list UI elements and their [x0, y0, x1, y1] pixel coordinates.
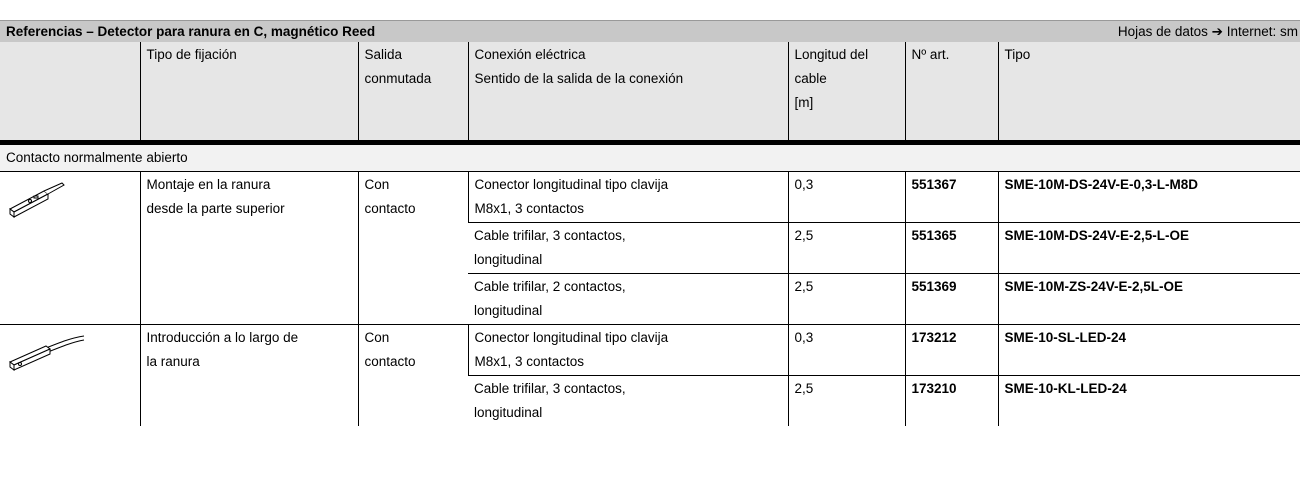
- text-line: [m]: [794, 95, 814, 110]
- type-cell: SME-10M-ZS-24V-E-2,5L-OE: [997, 273, 1300, 325]
- text-line: Con: [364, 330, 390, 345]
- connection-cell: Conector longitudinal tipo clavija M8x1, …: [467, 324, 788, 376]
- text-line: desde la parte superior: [146, 201, 285, 216]
- part-no-cell: 173210: [904, 375, 998, 426]
- part-no-cell: 551367: [904, 171, 998, 223]
- length-cell: 0,3: [787, 171, 905, 223]
- type-cell: SME-10M-DS-24V-E-2,5-L-OE: [997, 222, 1300, 274]
- part-no-cell: 551369: [904, 273, 998, 325]
- header-cell: Longitud del cable [m]: [787, 42, 905, 145]
- title-bar: Referencias – Detector para ranura en C,…: [0, 20, 1300, 42]
- order-table: Tipo de fijación Salida conmutada Conexión …: [0, 42, 1300, 426]
- order-table-block: Referencias – Detector para ranura en C,…: [0, 20, 1300, 426]
- text-line: Cable trifilar, 3 contactos,: [474, 381, 626, 396]
- part-no-cell: 551365: [904, 222, 998, 274]
- type-cell: SME-10-SL-LED-24: [997, 324, 1300, 376]
- header-row: Tipo de fijación Salida conmutada Conexión …: [0, 42, 1300, 145]
- header-cell: Tipo de fijación: [139, 42, 358, 145]
- text-line: Sentido de la salida de la conexión: [474, 71, 684, 86]
- text-line: longitudinal: [474, 405, 543, 420]
- output-cell: Con contacto: [357, 171, 468, 325]
- data-row: Cable trifilar, 3 contactos, longitudinal…: [0, 375, 1300, 426]
- datasheet-link: Hojas de datos ➔ Internet: sm: [1117, 23, 1298, 39]
- header-cell: Nº art.: [904, 42, 998, 145]
- image-cell: [0, 171, 140, 325]
- text-line: Longitud del: [794, 47, 869, 62]
- text-line: Montaje en la ranura: [146, 177, 271, 192]
- connection-cell: Cable trifilar, 2 contactos, longitudinal: [468, 273, 788, 325]
- text-line: Con: [364, 177, 390, 192]
- text-line: Conexión eléctrica: [474, 47, 586, 62]
- header-cell: Salida conmutada: [357, 42, 468, 145]
- text-line: M8x1, 3 contactos: [474, 354, 585, 369]
- output-cell: Con contacto: [357, 324, 468, 426]
- mounting-cell: Montaje en la ranura desde la parte super…: [139, 171, 358, 325]
- length-cell: 0,3: [787, 324, 905, 376]
- connection-cell: Cable trifilar, 3 contactos, longitudinal: [468, 222, 788, 274]
- text-line: Tipo: [1004, 47, 1031, 62]
- section-row: Contacto normalmente abierto: [0, 142, 1300, 172]
- text-line: M8x1, 3 contactos: [474, 201, 585, 216]
- text-line: Tipo de fijación: [146, 47, 237, 62]
- data-row: Montaje en la ranura desde la parte super…: [0, 171, 1300, 325]
- length-cell: 2,5: [787, 375, 905, 426]
- text-line: Cable trifilar, 2 contactos,: [474, 279, 626, 294]
- sensor-icon: [9, 182, 65, 218]
- section-cell: Contacto normalmente abierto: [0, 142, 1300, 172]
- part-no-cell: 173212: [904, 324, 998, 376]
- image-cell: [0, 324, 140, 426]
- length-cell: 2,5: [787, 273, 905, 325]
- length-cell: 2,5: [787, 222, 905, 274]
- connection-cell: Conector longitudinal tipo clavija M8x1, …: [467, 171, 788, 223]
- header-cell: Conexión eléctrica Sentido de la salida d…: [467, 42, 788, 145]
- sensor-icon: [9, 335, 85, 371]
- data-row: Cable trifilar, 3 contactos, longitudinal…: [0, 222, 1300, 274]
- mounting-cell: Introducción a lo largo de la ranura: [139, 324, 358, 426]
- text-line: Introducción a lo largo de: [146, 330, 299, 345]
- title: Referencias – Detector para ranura en C,…: [6, 24, 376, 39]
- type-cell: SME-10M-DS-24V-E-0,3-L-M8D: [997, 171, 1300, 223]
- text-line: Conector longitudinal tipo clavija: [474, 177, 669, 192]
- text-line: longitudinal: [474, 252, 543, 267]
- text-line: Salida: [364, 47, 403, 62]
- connection-cell: Cable trifilar, 3 contactos, longitudinal: [468, 375, 788, 426]
- text-line: Cable trifilar, 3 contactos,: [474, 228, 626, 243]
- header-cell: [0, 42, 140, 145]
- data-row: Cable trifilar, 2 contactos, longitudinal…: [0, 273, 1300, 325]
- text-line: la ranura: [146, 354, 200, 369]
- data-row: Introducción a lo largo de la ranura Con co…: [0, 324, 1300, 426]
- text-line: contacto: [364, 354, 416, 369]
- text-line: contacto: [364, 201, 416, 216]
- text-line: Conector longitudinal tipo clavija: [474, 330, 669, 345]
- text-line: longitudinal: [474, 303, 543, 318]
- text-line: cable: [794, 71, 827, 86]
- text-line: conmutada: [364, 71, 432, 86]
- header-cell: Tipo: [997, 42, 1300, 145]
- type-cell: SME-10-KL-LED-24: [997, 375, 1300, 426]
- text-line: Nº art.: [911, 47, 950, 62]
